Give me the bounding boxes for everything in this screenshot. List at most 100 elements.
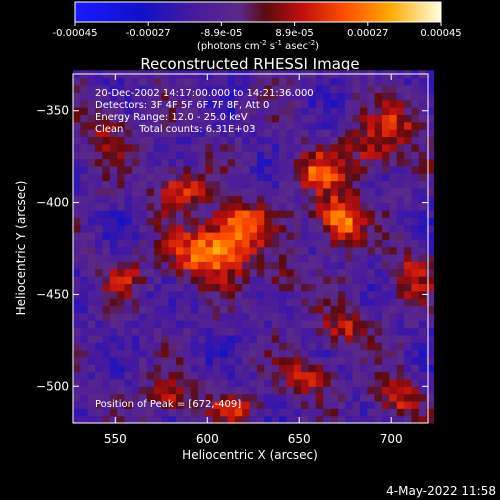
heatmap-cell	[102, 305, 111, 314]
heatmap-cell	[198, 276, 207, 284]
heatmap-cell	[279, 305, 287, 314]
heatmap-cell	[117, 415, 126, 424]
heatmap-cell	[109, 283, 118, 292]
heatmap-cell	[242, 408, 251, 417]
heatmap-cell	[190, 246, 199, 255]
colorbar-ticks: -0.00045 -0.00027 -8.9e-05 8.9e-05 0.00027 0.…	[53, 22, 462, 39]
heatmap-cell	[212, 158, 221, 167]
heatmap-cell	[374, 298, 383, 307]
heatmap-cell	[102, 254, 111, 262]
heatmap-cell	[404, 136, 413, 145]
heatmap-cell	[337, 393, 346, 402]
heatmap-cell	[153, 121, 162, 130]
heatmap-cell	[426, 276, 435, 284]
heatmap-cell	[382, 268, 390, 277]
heatmap-cell	[359, 320, 368, 329]
heatmap-cell	[168, 320, 177, 329]
heatmap-cell	[396, 378, 405, 387]
heatmap-cell	[367, 312, 376, 321]
heatmap-cell	[161, 268, 170, 277]
heatmap-cell	[161, 290, 170, 299]
heatmap-cell	[176, 92, 184, 101]
heatmap-cell	[345, 408, 354, 417]
heatmap-cell	[337, 187, 346, 196]
heatmap-cell	[411, 356, 420, 365]
heatmap-cell	[418, 305, 427, 314]
heatmap-cell	[330, 261, 339, 270]
heatmap-cell	[227, 408, 236, 417]
heatmap-cell	[345, 290, 354, 299]
heatmap-cell	[382, 180, 390, 189]
heatmap-cell	[323, 261, 332, 270]
heatmap-cell	[367, 217, 376, 226]
heatmap-cell	[418, 415, 427, 424]
heatmap-cell	[102, 239, 111, 248]
heatmap-cell	[367, 239, 376, 248]
heatmap-cell	[256, 85, 265, 93]
heatmap-cell	[315, 334, 324, 343]
heatmap-cell	[242, 239, 251, 248]
heatmap-cell	[404, 327, 413, 336]
heatmap-cell	[131, 276, 140, 284]
heatmap-cell	[168, 276, 177, 284]
heatmap-cell	[315, 165, 324, 174]
heatmap-cell	[286, 77, 295, 86]
heatmap-cell	[102, 393, 111, 402]
heatmap-cell	[80, 400, 89, 409]
heatmap-cell	[109, 342, 118, 351]
heatmap-cell	[293, 327, 302, 336]
heatmap-cell	[139, 151, 148, 160]
heatmap-cell	[359, 415, 368, 424]
heatmap-cell	[264, 268, 273, 277]
heatmap-cell	[389, 261, 398, 270]
heatmap-cell	[109, 85, 118, 93]
heatmap-cell	[330, 209, 339, 218]
heatmap-cell	[396, 224, 405, 233]
heatmap-cell	[176, 224, 184, 233]
heatmap-cell	[124, 386, 133, 395]
heatmap-cell	[279, 231, 287, 240]
heatmap-cell	[396, 386, 405, 395]
heatmap-cell	[205, 92, 214, 101]
heatmap-cell	[117, 349, 126, 358]
heatmap-cell	[279, 334, 287, 343]
heatmap-cell	[198, 290, 207, 299]
heatmap-cell	[205, 305, 214, 314]
heatmap-cell	[242, 305, 251, 314]
heatmap-cell	[146, 298, 155, 307]
heatmap-cell	[396, 151, 405, 160]
heatmap-cell	[242, 312, 251, 321]
heatmap-cell	[279, 327, 287, 336]
heatmap-cell	[80, 378, 89, 387]
heatmap-cell	[323, 254, 332, 262]
heatmap-cell	[271, 356, 280, 365]
heatmap-cell	[315, 400, 324, 409]
heatmap-cell	[117, 261, 126, 270]
heatmap-cell	[102, 99, 111, 108]
heatmap-cell	[286, 254, 295, 262]
heatmap-cell	[271, 158, 280, 167]
heatmap-cell	[359, 151, 368, 160]
heatmap-cell	[139, 231, 148, 240]
heatmap-cell	[117, 99, 126, 108]
heatmap-cell	[374, 107, 383, 116]
heatmap-cell	[345, 378, 354, 387]
heatmap-cell	[183, 85, 192, 93]
heatmap-cell	[382, 209, 390, 218]
heatmap-cell	[139, 290, 148, 299]
heatmap-cell	[418, 158, 427, 167]
heatmap-cell	[345, 312, 354, 321]
heatmap-cell	[102, 312, 111, 321]
heatmap-cell	[301, 349, 310, 358]
heatmap-cell	[249, 114, 258, 123]
heatmap-cell	[286, 408, 295, 417]
heatmap-cell	[124, 415, 133, 424]
heatmap-cell	[117, 254, 126, 262]
heatmap-cell	[242, 195, 251, 204]
heatmap-cell	[249, 356, 258, 365]
heatmap-cell	[161, 356, 170, 365]
heatmap-cell	[80, 121, 89, 130]
heatmap-cell	[396, 254, 405, 262]
heatmap-cell	[95, 371, 104, 380]
heatmap-cell	[131, 408, 140, 417]
